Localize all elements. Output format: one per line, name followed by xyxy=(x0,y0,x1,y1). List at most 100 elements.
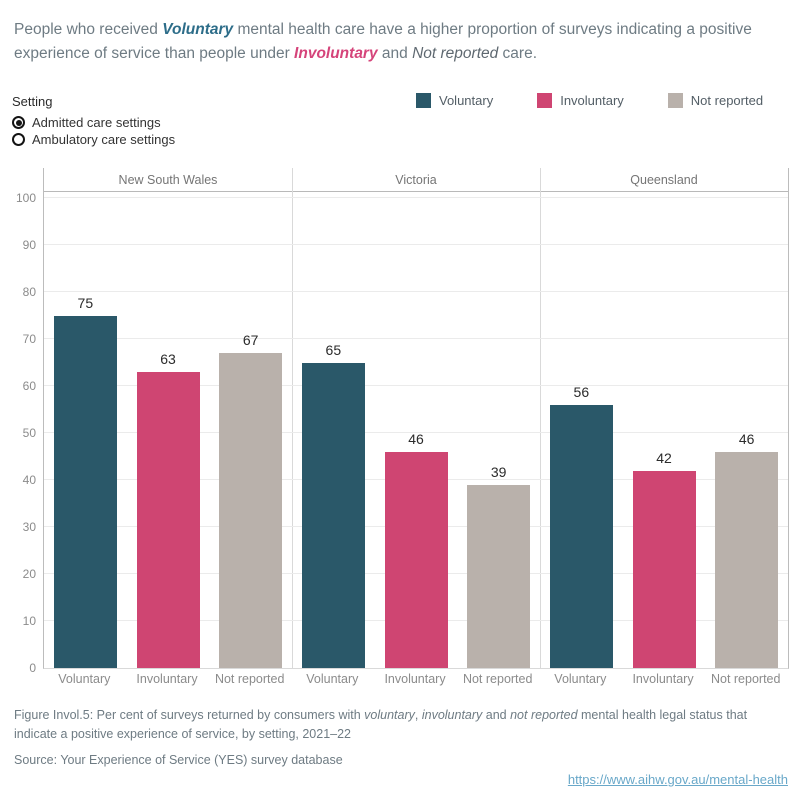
text-segment: involuntary xyxy=(421,708,483,722)
radio-option-ambulatory-care-settings[interactable]: Ambulatory care settings xyxy=(12,131,175,148)
y-axis: 0 10 20 30 40 50 60 70 80 90 100 xyxy=(0,168,36,675)
text-segment: not reported xyxy=(510,708,578,722)
panel-header-victoria: Victoria xyxy=(395,173,437,187)
bar-value-label: 56 xyxy=(573,383,590,400)
panel-victoria: 65 46 39 xyxy=(292,192,540,668)
bar-value-label: 46 xyxy=(408,430,424,447)
x-axis-label: Voluntary xyxy=(58,672,111,686)
legend-swatch-icon xyxy=(667,93,683,108)
setting-radiogroup: Admitted care settings Ambulatory care se… xyxy=(12,114,175,148)
y-axis-tick: 70 xyxy=(22,332,36,346)
y-axis-tick: 20 xyxy=(22,567,36,581)
bar-victoria-voluntary[interactable]: 65 xyxy=(301,342,365,668)
y-axis-tick: 100 xyxy=(15,191,36,205)
legend-swatch-icon xyxy=(416,93,431,108)
bar-value-label: 39 xyxy=(490,463,507,480)
bar-slot: 65 xyxy=(292,192,375,668)
bar-slot: 67 xyxy=(209,192,292,668)
plot-area: 75 63 67 65 46 39 56 42 46 xyxy=(44,192,788,668)
x-axis-label: Not reported xyxy=(710,672,781,686)
text-segment: mental health care have a higher proport… xyxy=(14,21,752,62)
bar-victoria-not-reported[interactable]: 39 xyxy=(467,464,531,668)
y-axis-tick: 60 xyxy=(22,379,36,393)
panel-header-new-south-wales: New South Wales xyxy=(118,173,218,187)
legend-item-voluntary[interactable]: Voluntary xyxy=(416,93,493,108)
bar-chart: New South Wales Victoria Queensland 75 63 67… xyxy=(43,168,789,669)
bar-slot: 63 xyxy=(127,192,210,668)
y-axis-tick: 10 xyxy=(22,614,36,628)
bar-value-label: 42 xyxy=(656,449,672,466)
panel-header-separator xyxy=(44,191,788,192)
bar-new-south-wales-voluntary[interactable]: 75 xyxy=(53,295,117,668)
bar-slot: 46 xyxy=(375,192,458,668)
x-axis-label: Involuntary xyxy=(632,672,694,686)
radio-option-label: Admitted care settings xyxy=(32,115,161,130)
y-axis-tick: 30 xyxy=(22,520,36,534)
setting-control: Setting Admitted care settings Ambulatory… xyxy=(12,94,175,148)
x-axis: Voluntary Involuntary Not reported Voluntar… xyxy=(43,672,787,686)
gridline xyxy=(44,197,788,198)
legend-swatch-icon xyxy=(537,93,553,108)
gridline xyxy=(44,385,788,386)
text-segment: Involuntary xyxy=(294,45,378,62)
panel-divider xyxy=(292,168,293,668)
text-segment: care. xyxy=(498,45,538,62)
bar-slot: 75 xyxy=(44,192,127,668)
panel-header-queensland: Queensland xyxy=(630,173,698,187)
text-segment: Voluntary xyxy=(162,21,234,38)
y-axis-tick: 50 xyxy=(22,426,36,440)
radio-unselected-icon xyxy=(12,133,25,146)
legend-item-involuntary[interactable]: Involuntary xyxy=(537,93,624,108)
bar-new-south-wales-not-reported[interactable]: 67 xyxy=(219,332,283,668)
y-axis-tick: 40 xyxy=(22,473,36,487)
bar-slot: 56 xyxy=(540,192,623,668)
radio-option-label: Ambulatory care settings xyxy=(32,132,176,147)
legend-item-not-reported[interactable]: Not reported xyxy=(667,93,764,108)
text-segment: mental health legal status that indicate… xyxy=(14,708,748,741)
text-segment: People who received xyxy=(14,21,163,38)
x-axis-label: Involuntary xyxy=(384,672,446,686)
bar-value-label: 65 xyxy=(325,341,342,358)
bar-slot: 42 xyxy=(623,192,706,668)
text-segment: Not reported xyxy=(412,45,499,62)
x-axis-label: Not reported xyxy=(462,672,533,686)
x-axis-label: Involuntary xyxy=(136,672,198,686)
bar-value-label: 63 xyxy=(160,350,176,367)
y-axis-tick: 80 xyxy=(22,285,36,299)
radio-selected-icon xyxy=(12,116,25,129)
y-axis-tick: 0 xyxy=(29,661,36,675)
bar-victoria-involuntary[interactable]: 46 xyxy=(384,431,448,668)
text-segment: and xyxy=(377,45,413,62)
gridline xyxy=(44,291,788,292)
radio-option-admitted-care-settings[interactable]: Admitted care settings xyxy=(12,114,175,131)
text-segment: , xyxy=(414,708,422,722)
bar-queensland-voluntary[interactable]: 56 xyxy=(549,384,613,668)
bar-queensland-not-reported[interactable]: 46 xyxy=(715,431,779,668)
panel-new-south-wales: 75 63 67 xyxy=(44,192,292,668)
gridline xyxy=(44,432,788,433)
bar-slot: 46 xyxy=(705,192,788,668)
gridline xyxy=(44,244,788,245)
source-link[interactable]: https://www.aihw.gov.au/mental-health xyxy=(567,772,788,787)
gridline xyxy=(44,338,788,339)
bar-value-label: 67 xyxy=(242,332,259,349)
text-segment: voluntary xyxy=(364,708,415,722)
caption: Figure Invol.5: Per cent of surveys retu… xyxy=(14,706,784,744)
text-segment: Figure Invol.5: Per cent of surveys retu… xyxy=(14,708,365,722)
legend-label: Not reported xyxy=(690,93,764,108)
panel-divider xyxy=(540,168,541,668)
y-axis-tick: 90 xyxy=(22,238,36,252)
x-axis-label: Not reported xyxy=(214,672,285,686)
bar-new-south-wales-involuntary[interactable]: 63 xyxy=(136,351,200,668)
legend-label: Involuntary xyxy=(560,93,624,108)
panel-queensland: 56 42 46 xyxy=(540,192,788,668)
legend: Voluntary Involuntary Not reported xyxy=(416,93,763,108)
bar-slot: 39 xyxy=(457,192,540,668)
source-note: Source: Your Experience of Service (YES)… xyxy=(14,753,343,767)
bar-value-label: 46 xyxy=(738,430,755,447)
x-axis-label: Voluntary xyxy=(306,672,359,686)
page-title: People who received Voluntary mental hea… xyxy=(14,18,788,66)
legend-label: Voluntary xyxy=(439,93,494,108)
bar-queensland-involuntary[interactable]: 42 xyxy=(632,450,696,668)
bar-value-label: 75 xyxy=(77,294,94,311)
